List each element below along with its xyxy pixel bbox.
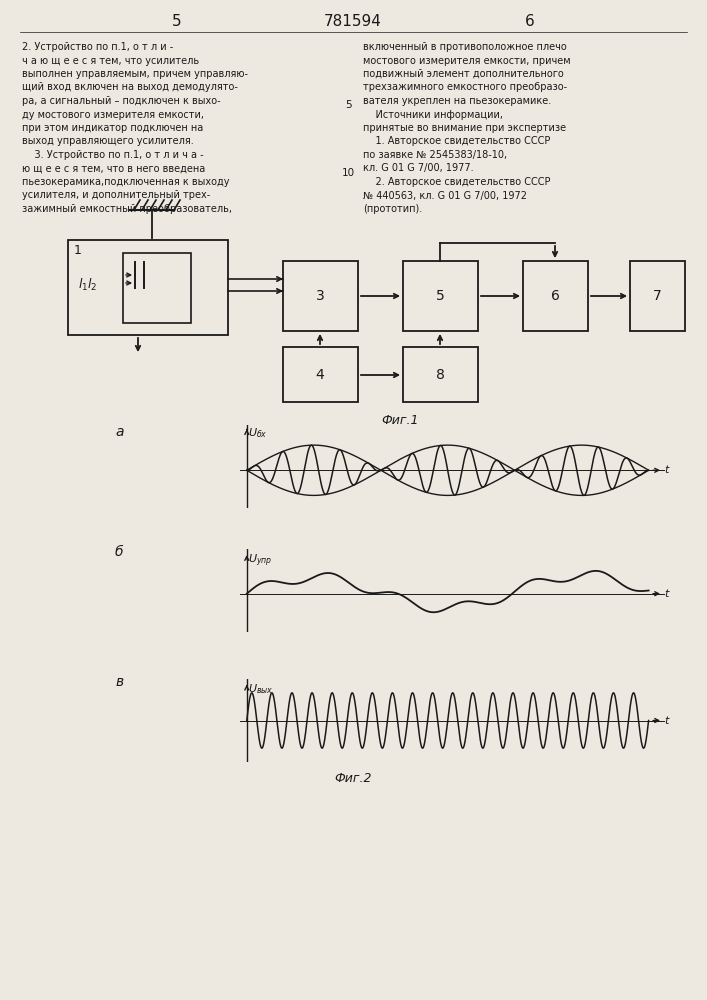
Bar [283, 347, 358, 402]
Text: выполнен управляемым, причем управляю-: выполнен управляемым, причем управляю- [22, 69, 248, 79]
Text: 6: 6 [525, 14, 535, 29]
Text: по заявке № 2545383/18-10,: по заявке № 2545383/18-10, [363, 150, 507, 160]
Text: включенный в противоположное плечо: включенный в противоположное плечо [363, 42, 567, 52]
Text: Фиг.1: Фиг.1 [381, 414, 419, 427]
Text: ч а ю щ е е с я тем, что усилитель: ч а ю щ е е с я тем, что усилитель [22, 55, 199, 66]
Text: в: в [115, 675, 123, 689]
Text: 5: 5 [436, 289, 445, 303]
Text: 3: 3 [315, 289, 325, 303]
Text: ю щ е е с я тем, что в него введена: ю щ е е с я тем, что в него введена [22, 163, 205, 174]
Text: (прототип).: (прототип). [363, 204, 422, 214]
Text: 6: 6 [551, 289, 559, 303]
Text: t: t [665, 465, 669, 475]
Bar [68, 240, 228, 335]
Text: 3. Устройство по п.1, о т л и ч а -: 3. Устройство по п.1, о т л и ч а - [22, 150, 204, 160]
Text: при этом индикатор подключен на: при этом индикатор подключен на [22, 123, 203, 133]
Bar [630, 261, 685, 331]
Text: 5: 5 [173, 14, 182, 29]
Text: пьезокерамика,подключенная к выходу: пьезокерамика,подключенная к выходу [22, 177, 230, 187]
Text: 5: 5 [345, 100, 351, 110]
Text: Фиг.2: Фиг.2 [334, 772, 372, 785]
Text: вателя укреплен на пьезокерамике.: вателя укреплен на пьезокерамике. [363, 96, 551, 106]
Text: 1. Авторское свидетельство СССР: 1. Авторское свидетельство СССР [363, 136, 550, 146]
Bar [403, 347, 478, 402]
Text: Источники информации,: Источники информации, [363, 109, 503, 119]
Text: 781594: 781594 [324, 14, 382, 29]
Text: щий вход включен на выход демодулято-: щий вход включен на выход демодулято- [22, 83, 238, 93]
Text: зажимный емкостный преобразователь,: зажимный емкостный преобразователь, [22, 204, 232, 214]
Bar [523, 261, 588, 331]
Text: t: t [665, 589, 669, 599]
Text: мостового измерителя емкости, причем: мостового измерителя емкости, причем [363, 55, 571, 66]
Text: 8: 8 [436, 368, 445, 382]
Text: ду мостового измерителя емкости,: ду мостового измерителя емкости, [22, 109, 204, 119]
Text: 1: 1 [74, 244, 82, 257]
Text: ра, а сигнальный – подключен к выхо-: ра, а сигнальный – подключен к выхо- [22, 96, 221, 106]
Text: подвижный элемент дополнительного: подвижный элемент дополнительного [363, 69, 563, 79]
Text: 4: 4 [315, 368, 325, 382]
Bar [283, 261, 358, 331]
Text: 2. Устройство по п.1, о т л и -: 2. Устройство по п.1, о т л и - [22, 42, 173, 52]
Text: принятые во внимание при экспертизе: принятые во внимание при экспертизе [363, 123, 566, 133]
Text: $U_{бх}$: $U_{бх}$ [248, 426, 268, 440]
Text: $l_1 l_2$: $l_1 l_2$ [78, 277, 98, 293]
Text: t: t [665, 716, 669, 726]
Text: $U_{упр}$: $U_{упр}$ [248, 552, 273, 569]
Text: кл. G 01 G 7/00, 1977.: кл. G 01 G 7/00, 1977. [363, 163, 474, 174]
Text: № 440563, кл. G 01 G 7/00, 1972: № 440563, кл. G 01 G 7/00, 1972 [363, 190, 527, 200]
Text: $U_{вых}$: $U_{вых}$ [248, 682, 274, 696]
Bar [403, 261, 478, 331]
Text: усилителя, и дополнительный трех-: усилителя, и дополнительный трех- [22, 190, 210, 200]
Bar [123, 253, 191, 323]
Text: трехзажимного емкостного преобразо-: трехзажимного емкостного преобразо- [363, 83, 567, 93]
Text: выход управляющего усилителя.: выход управляющего усилителя. [22, 136, 194, 146]
Text: 2. Авторское свидетельство СССР: 2. Авторское свидетельство СССР [363, 177, 551, 187]
Text: 7: 7 [653, 289, 661, 303]
Text: б: б [115, 545, 124, 559]
Text: а: а [115, 425, 124, 439]
Text: 10: 10 [341, 167, 355, 178]
